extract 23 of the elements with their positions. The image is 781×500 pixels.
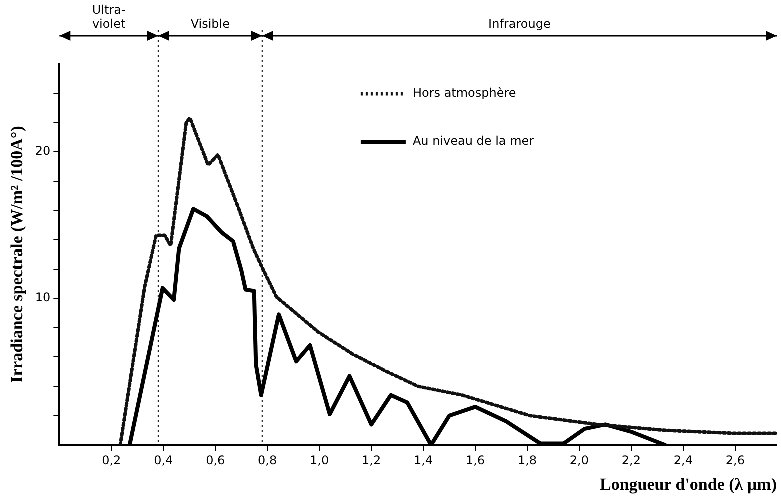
- x-tick-label: 1,0: [310, 454, 330, 468]
- y-tick-label: 20: [35, 144, 51, 158]
- x-tick-label: 1,6: [466, 454, 486, 468]
- x-tick-label: 1,8: [518, 454, 538, 468]
- legend-label: Hors atmosphère: [412, 86, 516, 100]
- x-tick-label: 0,6: [206, 454, 226, 468]
- x-tick-label: 1,2: [362, 454, 382, 468]
- text: Ultra-violet: [92, 3, 126, 31]
- x-tick-label: 2,4: [674, 454, 693, 468]
- legend-label: Au niveau de la mer: [412, 134, 534, 148]
- x-tick-label: 2,6: [726, 454, 745, 468]
- x-tick-label: 1,4: [414, 454, 434, 468]
- line-series: [118, 116, 777, 446]
- y-tick-label: 10: [35, 290, 51, 305]
- x-axis-title: Longueur d'onde (λ µm): [600, 475, 777, 494]
- x-tick-label: 2,0: [570, 454, 590, 468]
- x-tick-label: 0,4: [154, 454, 174, 468]
- x-tick-label: 0,8: [258, 454, 278, 468]
- text: Infrarouge: [488, 17, 551, 31]
- x-tick-label: 2,2: [622, 454, 641, 468]
- x-tick-label: 0,2: [102, 454, 122, 468]
- text: Visible: [190, 17, 230, 31]
- y-axis-title: Irradiance spectrale (W/m² /100A°): [8, 126, 27, 384]
